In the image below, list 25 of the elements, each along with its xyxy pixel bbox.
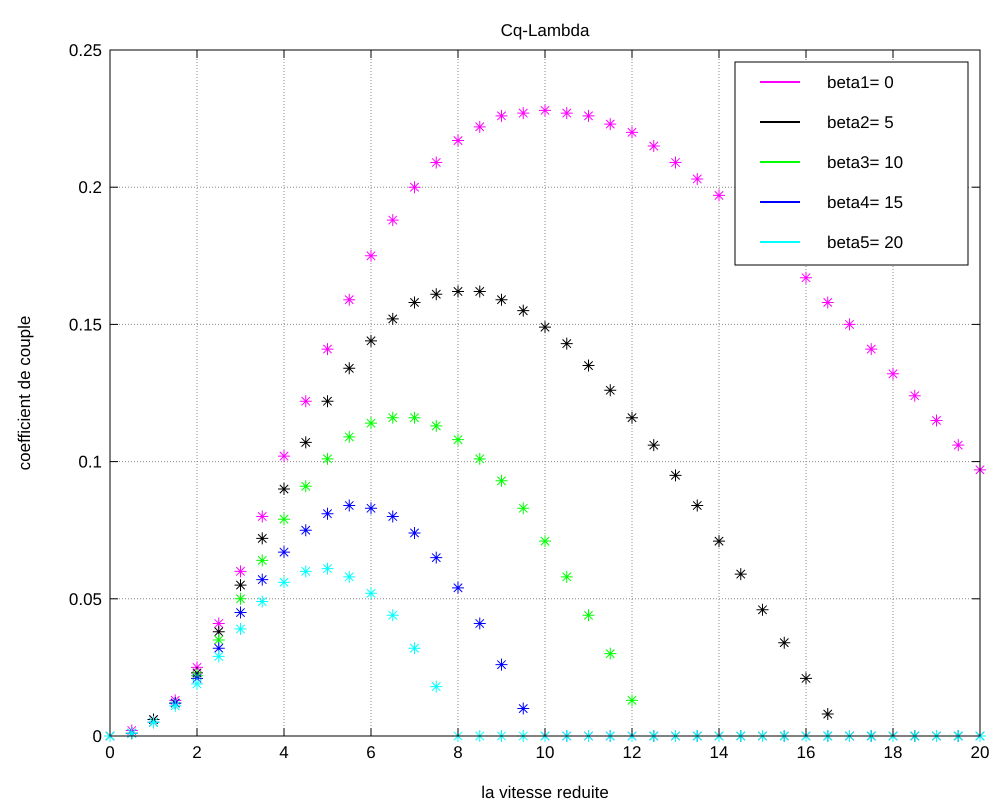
- legend-label: beta3= 10: [827, 152, 904, 172]
- x-tick-label: 0: [105, 743, 115, 762]
- legend-label: beta4= 15: [827, 192, 904, 212]
- y-axis-title: coefficient de couple: [15, 316, 34, 470]
- x-tick-label: 8: [453, 743, 463, 762]
- x-axis-title: la vitesse reduite: [481, 783, 609, 802]
- y-tick-label: 0.15: [68, 315, 102, 334]
- x-tick-label: 6: [366, 743, 376, 762]
- y-tick-label: 0.05: [68, 590, 102, 609]
- y-tick-label: 0: [92, 726, 102, 746]
- x-tick-label: 4: [279, 743, 289, 762]
- x-tick-label: 16: [796, 743, 816, 762]
- x-tick-label: 20: [970, 743, 990, 762]
- y-tick-label: 0.1: [78, 452, 102, 472]
- y-tick-label: 0.2: [78, 178, 102, 198]
- legend-label: beta5= 20: [827, 232, 904, 252]
- chart-title: Cq-Lambda: [500, 21, 590, 40]
- x-tick-label: 10: [536, 743, 554, 762]
- x-tick-label: 2: [192, 743, 202, 762]
- x-tick-label: 18: [884, 743, 902, 762]
- legend-label: beta2= 5: [827, 112, 894, 132]
- legend-label: beta1= 0: [827, 72, 894, 92]
- x-tick-label: 14: [710, 743, 728, 762]
- x-tick-label: 12: [622, 743, 642, 762]
- y-tick-label: 0.25: [68, 40, 102, 60]
